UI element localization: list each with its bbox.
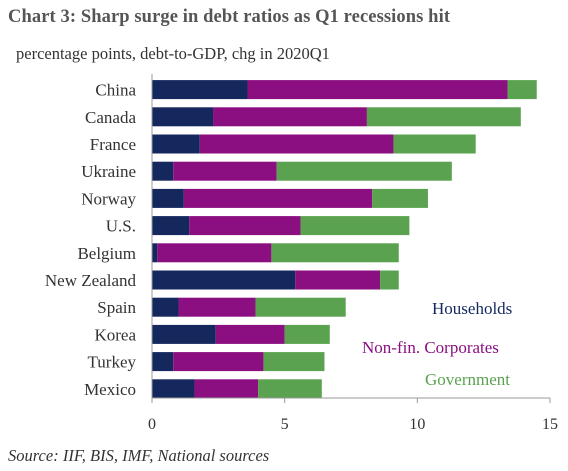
category-label: Canada xyxy=(85,108,136,127)
bar-segment xyxy=(152,243,158,263)
category-label: Mexico xyxy=(84,380,136,399)
bar-segment xyxy=(295,270,381,290)
bar-segment xyxy=(263,352,325,372)
bar-segment xyxy=(173,161,277,181)
bar-segment xyxy=(276,161,452,181)
bar-segment xyxy=(258,379,322,399)
bar-segment xyxy=(152,80,248,100)
bar-segment xyxy=(183,188,373,208)
bar-segment xyxy=(393,134,476,154)
category-labels: China Canada France Ukraine Norway U.S. Belgiu… xyxy=(45,81,137,399)
category-label: Turkey xyxy=(88,353,137,372)
category-label: Ukraine xyxy=(81,162,136,181)
bar-segment xyxy=(152,352,174,372)
x-tick-label: 5 xyxy=(281,416,289,433)
bar-segment xyxy=(152,161,174,181)
bar-segment xyxy=(247,80,508,100)
bar-segment xyxy=(152,134,200,154)
x-tick-label: 10 xyxy=(409,416,425,433)
bar-segment xyxy=(199,134,394,154)
bar-segment xyxy=(152,270,296,290)
bar-segment xyxy=(213,107,367,127)
x-tick-label: 15 xyxy=(542,416,558,433)
category-label: U.S. xyxy=(106,217,136,236)
source-note: Source: IIF, BIS, IMF, National sources xyxy=(8,446,270,465)
category-label: Norway xyxy=(81,189,136,208)
category-label: China xyxy=(95,81,136,100)
bar-segment xyxy=(194,379,259,399)
bar-segment xyxy=(152,188,184,208)
category-label: Korea xyxy=(94,325,136,344)
bar-segment xyxy=(189,216,301,236)
bar-segment xyxy=(152,216,190,236)
bars-group xyxy=(152,80,537,399)
bar-segment xyxy=(173,352,264,372)
bar-segment xyxy=(152,324,216,344)
bar-segment xyxy=(152,107,214,127)
bar-segment xyxy=(152,379,195,399)
bar-segment xyxy=(178,297,256,317)
chart-title: Chart 3: Sharp surge in debt ratios as Q… xyxy=(8,7,451,27)
legend-government: Government xyxy=(425,370,510,389)
bar-segment xyxy=(300,216,410,236)
bar-segment xyxy=(284,324,330,344)
bar-segment xyxy=(157,243,272,263)
legend-households: Households xyxy=(432,299,512,318)
bar-segment xyxy=(380,270,399,290)
legend: Households Non-fin. Corporates Governmen… xyxy=(362,299,512,389)
bar-segment xyxy=(372,188,428,208)
category-label: New Zealand xyxy=(45,271,137,290)
bar-segment xyxy=(507,80,537,100)
category-label: Belgium xyxy=(77,244,136,263)
x-tick-label: 0 xyxy=(148,416,156,433)
bar-segment xyxy=(215,324,285,344)
legend-corporates: Non-fin. Corporates xyxy=(362,338,499,357)
bar-segment xyxy=(255,297,346,317)
bar-segment xyxy=(271,243,399,263)
bar-segment xyxy=(152,297,179,317)
chart-subtitle: percentage points, debt-to-GDP, chg in 2… xyxy=(16,44,330,63)
category-label: France xyxy=(90,135,136,154)
bar-segment xyxy=(366,107,521,127)
category-label: Spain xyxy=(97,298,136,317)
x-axis-ticks: 0 5 10 15 xyxy=(148,398,558,433)
